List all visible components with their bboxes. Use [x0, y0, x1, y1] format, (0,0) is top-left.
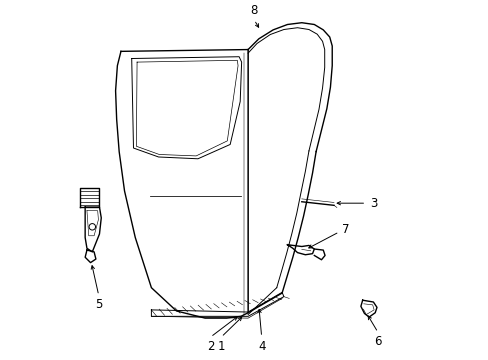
- Text: 5: 5: [95, 298, 102, 311]
- Text: 8: 8: [250, 4, 257, 17]
- Text: 7: 7: [341, 223, 349, 236]
- Text: 1: 1: [217, 339, 224, 352]
- Text: 3: 3: [369, 197, 376, 210]
- Text: 6: 6: [373, 335, 381, 348]
- Text: 2: 2: [206, 339, 214, 352]
- Text: 4: 4: [257, 339, 265, 352]
